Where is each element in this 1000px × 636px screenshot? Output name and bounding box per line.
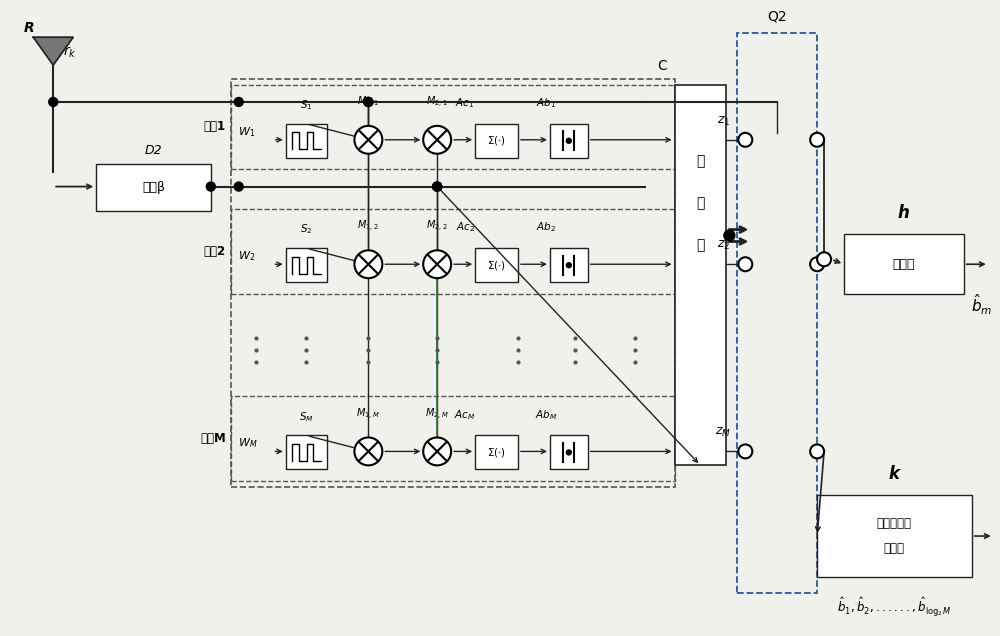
Text: $M_{1,M}$: $M_{1,M}$ (356, 406, 380, 422)
Bar (844, 235, 964, 294)
Circle shape (354, 251, 382, 278)
Text: $S_1$: $S_1$ (300, 98, 313, 112)
Bar (550, 124, 588, 158)
Circle shape (810, 445, 824, 459)
Circle shape (423, 251, 451, 278)
Text: Q2: Q2 (767, 10, 787, 24)
Bar (475, 436, 518, 469)
Circle shape (364, 97, 373, 106)
Circle shape (49, 97, 58, 106)
Text: $\hat{b}_1, \hat{b}_2, ......, \hat{b}_{\log_2 M}$: $\hat{b}_1, \hat{b}_2, ......, \hat{b}_{… (837, 595, 952, 618)
Text: $Ab_M$: $Ab_M$ (535, 408, 557, 422)
Text: $Ac_2$: $Ac_2$ (456, 221, 475, 235)
Circle shape (234, 182, 243, 191)
Bar (550, 248, 588, 282)
Text: $M_{1,1}$: $M_{1,1}$ (357, 95, 379, 110)
Bar (231, 79, 675, 487)
Text: $M_{2,2}$: $M_{2,2}$ (426, 219, 448, 235)
Circle shape (234, 97, 243, 106)
Text: $M_{2,M}$: $M_{2,M}$ (425, 406, 449, 422)
Circle shape (738, 133, 752, 147)
Text: $\hat{b}_m$: $\hat{b}_m$ (971, 292, 992, 317)
Text: $Ac_M$: $Ac_M$ (454, 408, 476, 422)
Bar (737, 33, 817, 593)
Text: $r_k$: $r_k$ (63, 44, 77, 60)
Circle shape (738, 258, 752, 271)
Bar (286, 436, 327, 469)
Text: $z_1$: $z_1$ (717, 114, 730, 128)
Circle shape (364, 97, 373, 106)
Circle shape (206, 182, 215, 191)
Circle shape (423, 126, 451, 154)
Text: $Ab_2$: $Ab_2$ (536, 221, 556, 235)
Text: 分支2: 分支2 (204, 245, 226, 258)
Text: k: k (889, 466, 900, 483)
Bar (675, 85, 726, 466)
Circle shape (354, 126, 382, 154)
Text: $\Sigma(\cdot)$: $\Sigma(\cdot)$ (487, 446, 506, 459)
Circle shape (810, 133, 824, 147)
Bar (231, 85, 675, 169)
Circle shape (364, 97, 373, 106)
Circle shape (433, 182, 442, 191)
Text: 转换器: 转换器 (884, 543, 905, 555)
Text: 比: 比 (696, 154, 705, 168)
Text: $z_2$: $z_2$ (717, 239, 730, 252)
Text: 分支1: 分支1 (204, 120, 226, 134)
Text: $z_M$: $z_M$ (715, 426, 731, 439)
Bar (550, 436, 588, 469)
Text: h: h (898, 204, 910, 223)
Text: $M_{2,1}$: $M_{2,1}$ (426, 95, 448, 110)
Circle shape (354, 438, 382, 466)
Text: $\Sigma(\cdot)$: $\Sigma(\cdot)$ (487, 134, 506, 148)
Text: 符号到比特: 符号到比特 (877, 516, 912, 530)
Circle shape (817, 252, 831, 266)
Text: 判决器: 判决器 (893, 258, 915, 271)
Bar (231, 209, 675, 294)
Circle shape (724, 230, 735, 241)
Circle shape (810, 258, 824, 271)
Circle shape (738, 445, 752, 459)
Text: D2: D2 (145, 144, 162, 156)
Text: $W_M$: $W_M$ (238, 436, 257, 450)
Bar (96, 163, 211, 211)
Circle shape (433, 182, 442, 191)
Polygon shape (33, 38, 73, 65)
Text: $M_{1,2}$: $M_{1,2}$ (357, 219, 379, 235)
Text: C: C (657, 59, 667, 73)
Text: 器: 器 (696, 238, 705, 252)
Circle shape (433, 182, 442, 191)
Bar (475, 248, 518, 282)
Text: $W_2$: $W_2$ (238, 249, 255, 263)
Bar (817, 495, 972, 577)
Text: $W_1$: $W_1$ (238, 125, 255, 139)
Bar (286, 124, 327, 158)
Text: $S_2$: $S_2$ (300, 223, 313, 237)
Text: $Ac_1$: $Ac_1$ (455, 96, 475, 110)
Text: R: R (23, 21, 34, 35)
Text: $\Sigma(\cdot)$: $\Sigma(\cdot)$ (487, 259, 506, 272)
Circle shape (566, 450, 571, 455)
Text: $S_M$: $S_M$ (299, 410, 314, 424)
Circle shape (566, 263, 571, 268)
Text: 分支M: 分支M (200, 432, 226, 445)
Bar (475, 124, 518, 158)
Text: 较: 较 (696, 196, 705, 210)
Circle shape (423, 438, 451, 466)
Bar (286, 248, 327, 282)
Bar (231, 396, 675, 481)
Text: $Ab_1$: $Ab_1$ (536, 96, 556, 110)
Circle shape (566, 138, 571, 143)
Text: 延时β: 延时β (142, 181, 165, 194)
